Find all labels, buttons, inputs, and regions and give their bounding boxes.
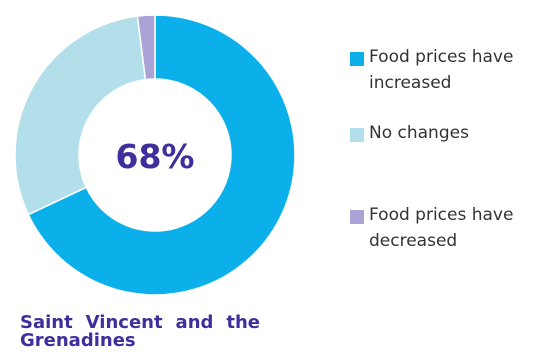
donut-slices [14, 14, 296, 296]
chart-subtitle: Saint Vincent and the Grenadines [20, 312, 260, 351]
legend-swatch-increased [350, 52, 364, 66]
legend-item-no-changes: No changes [350, 120, 535, 146]
legend-swatch-no-changes [350, 128, 364, 142]
center-percentage-label: 68% [116, 137, 195, 176]
slice-increased [27, 14, 296, 296]
legend-label-increased: Food prices have increased [369, 47, 514, 93]
slice-no-changes [14, 15, 147, 216]
donut-chart: 68% [14, 14, 296, 296]
legend-label-decreased: Food prices have decreased [369, 205, 514, 251]
legend-item-decreased: Food prices have decreased [350, 202, 535, 254]
legend-label-no-changes: No changes [369, 123, 469, 143]
legend-swatch-decreased [350, 210, 364, 224]
legend-item-increased: Food prices have increased [350, 44, 535, 96]
slice-decreased [136, 14, 156, 81]
